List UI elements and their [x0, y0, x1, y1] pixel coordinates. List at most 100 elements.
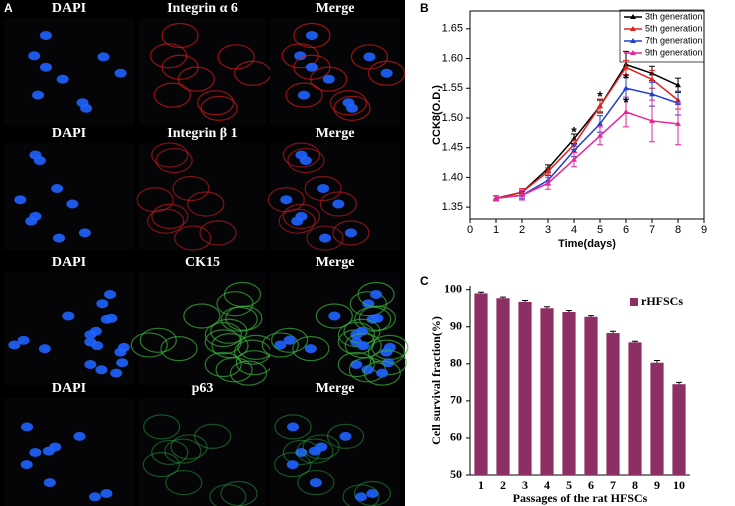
nucleus [287, 422, 300, 432]
cell-stain [297, 469, 335, 496]
legend-marker [630, 38, 636, 43]
marker [623, 64, 629, 70]
nucleus [332, 199, 345, 209]
image-label: Integrin β 1 [167, 126, 237, 141]
error-bar [478, 291, 484, 294]
nucleus [380, 347, 393, 357]
bar [628, 342, 642, 475]
cell-stain [164, 438, 202, 464]
cell-stain [136, 187, 174, 213]
bar [672, 384, 686, 475]
legend-label: 7th generation [645, 35, 703, 45]
nucleus [294, 51, 307, 61]
nucleus [342, 98, 355, 108]
nucleus [317, 184, 330, 194]
cell-stain [204, 321, 242, 348]
x-tick-label: 9 [654, 478, 660, 492]
cell-stain [326, 423, 365, 449]
y-tick-label: 1.65 [442, 23, 463, 35]
y-tick-label: 1.45 [442, 142, 463, 154]
micrograph [139, 143, 266, 250]
nucleus [319, 233, 332, 243]
cell-stain [139, 327, 177, 353]
panel-label: B [420, 1, 429, 15]
nucleus [39, 62, 52, 72]
cell-stain [332, 220, 370, 246]
cell-stain [174, 225, 212, 251]
cell-stain [270, 327, 309, 353]
image-label: Merge [316, 1, 355, 16]
cell-stain [187, 191, 225, 217]
nucleus [380, 68, 393, 78]
cell-stain [165, 469, 203, 496]
nucleus [114, 68, 127, 78]
nucleus [295, 211, 308, 221]
legend-label: 5th generation [645, 23, 703, 33]
nucleus [76, 98, 89, 108]
y-tick-label: 60 [450, 430, 462, 444]
cell-stain [304, 175, 342, 202]
y-tick-label: 100 [444, 281, 462, 295]
nucleus [62, 311, 75, 321]
nucleus [66, 199, 79, 209]
cell-stain [296, 438, 334, 464]
x-tick-label: 2 [500, 478, 506, 492]
cell-stain [302, 434, 340, 460]
nucleus [104, 289, 117, 299]
nucleus [370, 289, 383, 299]
nucleus [96, 299, 109, 309]
panel-label: C [420, 274, 429, 288]
x-tick-label: 0 [467, 224, 473, 236]
micrograph [139, 18, 266, 125]
legend-swatch [630, 298, 638, 306]
cell-stain [161, 22, 199, 49]
nucleus [97, 52, 110, 62]
marker [649, 91, 655, 97]
nucleus [357, 341, 370, 351]
legend-label: 9th generation [645, 47, 703, 57]
cell-stain [315, 303, 353, 329]
cell-stain [204, 329, 242, 355]
cell-stain [160, 336, 198, 362]
y-tick-label: 90 [450, 319, 462, 333]
y-tick-label: 1.60 [442, 52, 463, 64]
nucleus [382, 358, 395, 368]
cell-stain [349, 291, 387, 317]
plot-frame [469, 10, 705, 220]
y-tick-label: 80 [450, 356, 462, 370]
legend-label: rHFSCs [641, 294, 683, 308]
image-label: DAPI [52, 1, 86, 16]
cell-stain [310, 66, 348, 92]
nucleus [328, 311, 341, 321]
bar [474, 293, 488, 475]
nucleus [78, 228, 91, 238]
cell-stain [274, 414, 312, 440]
legend-marker [630, 50, 636, 55]
cell-stain [282, 203, 321, 229]
cell-stain [143, 414, 181, 440]
cell-stain [130, 332, 168, 358]
x-tick-label: 9 [701, 224, 707, 236]
y-tick-label: 1.50 [442, 112, 463, 124]
cell-stain [357, 281, 395, 308]
bar [540, 308, 554, 475]
x-axis-label: Time(days) [558, 238, 616, 250]
nucleus [21, 422, 34, 432]
marker [597, 132, 603, 138]
x-tick-label: 4 [544, 478, 550, 492]
cell-stain [194, 423, 232, 449]
bar [562, 311, 576, 475]
series-line [495, 87, 679, 199]
cell-stain [368, 60, 406, 86]
y-tick-label: 1.55 [442, 82, 463, 94]
panel-label: A [4, 1, 13, 15]
marker [623, 85, 629, 91]
micrograph [4, 143, 134, 250]
nucleus [88, 492, 101, 502]
y-axis-label: Cell survival fraction(%) [429, 316, 443, 445]
cell-stain [282, 142, 321, 168]
cell-stain [319, 191, 357, 217]
nucleus [371, 313, 384, 323]
marker [545, 168, 551, 174]
